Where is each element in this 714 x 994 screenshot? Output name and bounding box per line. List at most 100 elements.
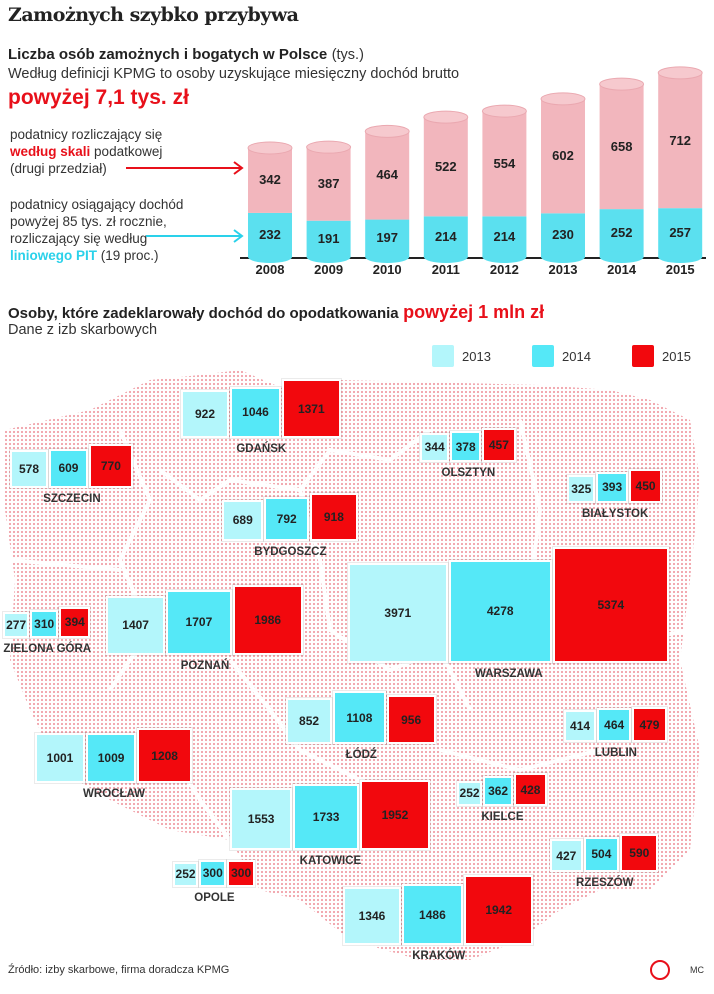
- city-label-poznań: POZNAŃ: [180, 660, 230, 672]
- chart2-heading: Osoby, które zadeklarowały dochód do opo…: [8, 302, 544, 323]
- value-scale-2010: 464: [376, 167, 399, 183]
- bar-linear-2012: [482, 216, 527, 257]
- chart1-unit: (tys.): [331, 47, 364, 63]
- bar-top-2013: [540, 92, 586, 106]
- legend-2013: 2013: [462, 348, 491, 364]
- square-poznań-2014: 1707: [166, 589, 232, 655]
- bar-bottom-2012: [482, 251, 527, 263]
- bar-top-2009: [306, 140, 352, 154]
- square-łódź-2014: 1108: [333, 691, 386, 744]
- scale-line-2b: podatkowej: [94, 144, 163, 159]
- bar-linear-2011: [423, 216, 468, 257]
- bar-top-2014: [599, 77, 645, 91]
- chart1-title: Liczba osób zamożnych i bogatych w Polsc…: [8, 46, 328, 63]
- year-label-2008: 2008: [255, 262, 285, 277]
- square-wrocław-2014: 1009: [85, 732, 137, 783]
- bar-scale-2009: [306, 147, 351, 221]
- bar-top-2012: [481, 104, 527, 118]
- square-olsztyn-2014: 378: [450, 431, 481, 462]
- year-label-2013: 2013: [548, 262, 578, 277]
- map-shape: [5, 370, 700, 960]
- square-kielce-2015: 428: [514, 773, 547, 806]
- linear-line-3: rozliczający się według: [10, 231, 148, 246]
- city-label-warszawa: WARSZAWA: [474, 668, 543, 680]
- square-katowice-2014: 1733: [293, 784, 360, 850]
- bar-top-2010: [364, 124, 410, 138]
- square-warszawa-2014: 4278: [448, 559, 552, 663]
- city-label-białystok: BIAŁYSTOK: [582, 508, 649, 520]
- city-label-rzeszów: RZESZÓW: [575, 877, 634, 889]
- year-label-2012: 2012: [489, 262, 519, 277]
- square-kielce-2014: 362: [483, 775, 514, 806]
- city-label-kielce: KIELCE: [481, 811, 524, 823]
- square-zielona-góra-2013: 277: [3, 611, 30, 638]
- city-label-łódź: ŁÓDŹ: [345, 749, 377, 761]
- square-katowice-2015: 1952: [360, 780, 430, 850]
- city-label-olsztyn: OLSZTYN: [441, 467, 496, 479]
- chart1-subtitle: Według definicji KPMG to osoby uzyskując…: [8, 66, 460, 82]
- value-scale-2015: 712: [669, 132, 692, 148]
- city-label-lublin: LUBLIN: [594, 747, 637, 759]
- year-label-2014: 2014: [607, 262, 637, 277]
- square-poznań-2015: 1986: [232, 584, 303, 655]
- bar-scale-2014: [599, 84, 644, 210]
- bar-linear-2008: [248, 212, 292, 257]
- map-legend: 2013 2014 2015: [432, 345, 691, 367]
- bar-linear-2009: [306, 220, 351, 257]
- chart1-highlight: powyżej 7,1 tys. zł: [8, 86, 189, 109]
- year-label-2015: 2015: [665, 262, 695, 277]
- bar-scale-2010: [365, 131, 410, 220]
- square-olsztyn-2013: 344: [420, 432, 450, 462]
- legend-swatch-2015: [632, 345, 654, 367]
- value-linear-2015: 257: [669, 224, 692, 240]
- bar-scale-2012: [482, 111, 527, 217]
- value-linear-2009: 191: [317, 230, 340, 246]
- square-wrocław-2015: 1208: [137, 728, 193, 783]
- legend-scale-text: podatnicy rozliczający się według skali …: [10, 126, 162, 177]
- scale-line-1: podatnicy rozliczający się: [10, 127, 163, 142]
- value-linear-2008: 232: [259, 226, 281, 242]
- bar-bottom-2014: [599, 251, 644, 263]
- value-scale-2012: 554: [493, 155, 516, 171]
- linear-line-4b: (19 proc.): [100, 248, 159, 263]
- linear-line-4a: liniowego PIT: [10, 248, 97, 263]
- scale-line-2a: według skali: [10, 144, 91, 159]
- bar-bottom-2010: [365, 251, 410, 263]
- square-warszawa-2013: 3971: [348, 563, 448, 663]
- square-białystok-2013: 325: [567, 474, 596, 503]
- main-title: Zamożnych szybko przybywa: [8, 4, 299, 26]
- source-note: Źródło: izby skarbowe, firma doradcza KP…: [8, 964, 230, 976]
- square-poznań-2013: 1407: [106, 595, 166, 655]
- square-szczecin-2013: 578: [10, 450, 48, 488]
- bar-scale-2011: [423, 117, 468, 217]
- square-łódź-2015: 956: [386, 695, 436, 744]
- square-bydgoszcz-2013: 689: [222, 499, 264, 541]
- bar-scale-2015: [658, 72, 703, 209]
- square-opole-2015: 300: [227, 859, 255, 887]
- city-label-zielona-góra: ZIELONA GÓRA: [3, 643, 92, 655]
- value-scale-2011: 522: [434, 158, 457, 174]
- square-rzeszów-2015: 590: [620, 833, 659, 872]
- square-kraków-2014: 1486: [401, 884, 463, 945]
- city-label-szczecin: SZCZECIN: [43, 493, 101, 505]
- city-label-opole: OPOLE: [194, 892, 235, 904]
- value-linear-2011: 214: [434, 228, 457, 244]
- bar-linear-2013: [541, 213, 585, 257]
- legend-linear-text: podatnicy osiągający dochód powyżej 85 t…: [10, 196, 183, 264]
- square-łódź-2013: 852: [286, 697, 333, 744]
- square-rzeszów-2014: 504: [583, 836, 620, 872]
- square-kraków-2013: 1346: [343, 887, 401, 945]
- square-lublin-2014: 464: [597, 707, 632, 742]
- square-katowice-2013: 1553: [230, 787, 293, 850]
- author-credit: MC: [690, 965, 704, 975]
- city-label-katowice: KATOWICE: [299, 855, 362, 867]
- bar-bottom-2011: [423, 251, 468, 263]
- year-label-2009: 2009: [314, 262, 344, 277]
- bar-bottom-2013: [541, 251, 585, 263]
- bar-top-2015: [657, 66, 703, 80]
- value-scale-2013: 602: [552, 148, 574, 164]
- square-kielce-2013: 252: [457, 780, 483, 806]
- legend-2014: 2014: [562, 348, 591, 364]
- square-szczecin-2015: 770: [88, 444, 133, 488]
- square-opole-2013: 252: [173, 861, 199, 887]
